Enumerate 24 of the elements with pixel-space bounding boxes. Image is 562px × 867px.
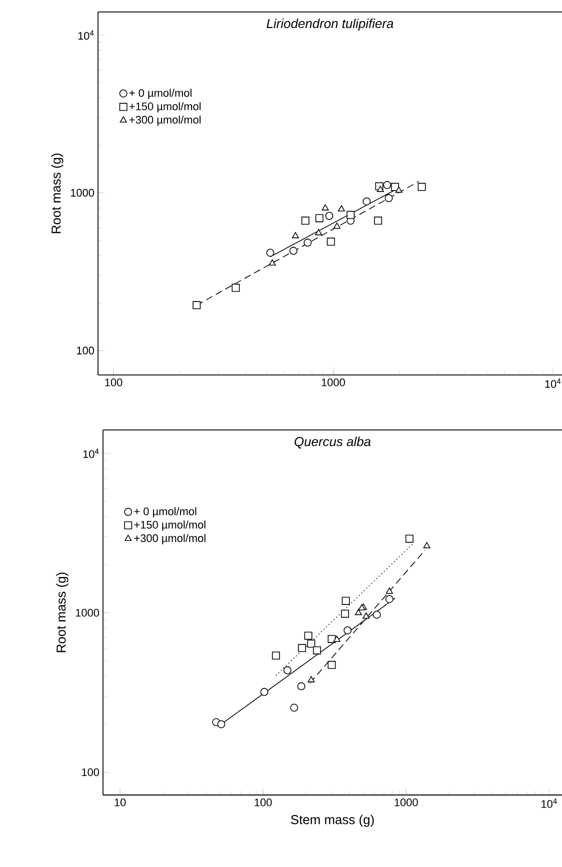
x-tick-label: 100: [105, 378, 122, 386]
legend-label: + 0 µmol/mol: [134, 507, 196, 518]
x-tick-label: 10$^{4}$: [542, 798, 557, 808]
y-axis-title: Root mass (g): [56, 572, 68, 652]
chart-title: Quercus alba: [294, 436, 371, 448]
x-axis-title: Stem mass (g): [291, 814, 374, 827]
x-tick-label: 1000: [394, 798, 418, 806]
x-tick-label: 10: [114, 798, 126, 806]
x-tick-label: 10$^{4}$: [545, 378, 561, 388]
y-tick-label: 100: [77, 346, 94, 354]
y-axis-title: Root mass (g): [51, 154, 64, 234]
y-tick-label: 1000: [76, 608, 100, 617]
y-tick-label: 1000: [70, 188, 94, 197]
legend-label: + 0 µmol/mol: [129, 88, 192, 99]
legend-label: +300 µmol/mol: [129, 116, 201, 126]
chart-title: Liriodendron tulipifiera: [266, 18, 394, 31]
legend-label: +300 µmol/mol: [134, 534, 206, 544]
x-tick-label: 1000: [322, 378, 345, 386]
y-tick-label: 10$^{4}$: [83, 448, 99, 458]
legend-label: +150 µmol/mol: [129, 102, 201, 112]
legend-label: +150 µmol/mol: [134, 520, 206, 531]
y-tick-label: 100: [82, 768, 100, 776]
y-tick-label: 10$^{4}$: [78, 30, 94, 40]
x-tick-label: 100: [254, 798, 272, 806]
